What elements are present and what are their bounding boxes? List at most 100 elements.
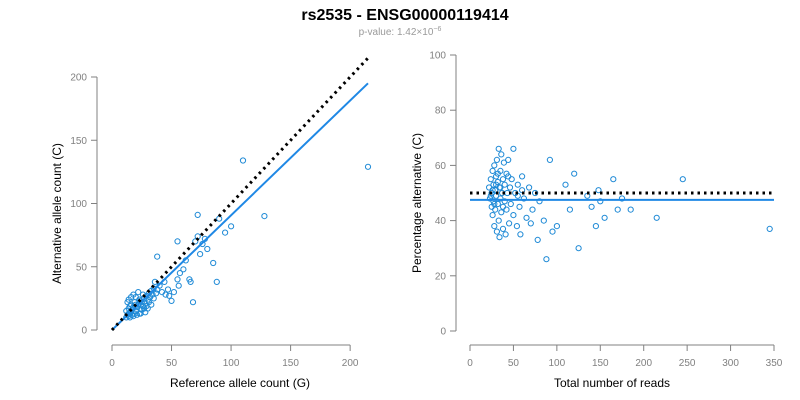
data-point <box>529 206 536 213</box>
data-point <box>170 289 177 296</box>
data-point <box>510 145 517 152</box>
data-point <box>490 198 497 205</box>
data-point <box>130 291 137 298</box>
x-tick-label: 300 <box>722 358 739 369</box>
data-point <box>505 156 512 163</box>
data-point <box>197 251 204 258</box>
data-point <box>175 282 182 289</box>
y-axis-label: Alternative allele count (C) <box>50 143 64 284</box>
data-point <box>513 223 521 230</box>
reference-line <box>110 56 370 332</box>
data-point <box>610 176 617 183</box>
data-point <box>174 276 181 283</box>
data-point <box>499 203 507 210</box>
data-point <box>164 286 172 293</box>
data-point <box>575 245 582 252</box>
data-point <box>150 295 157 302</box>
x-tick-label: 50 <box>508 358 520 369</box>
data-point <box>503 206 510 213</box>
data-point <box>553 223 561 230</box>
y-tick-label: 60 <box>435 161 447 172</box>
data-point <box>499 225 507 232</box>
data-point <box>549 228 556 235</box>
x-tick-label: 350 <box>766 358 783 369</box>
data-point <box>491 200 498 208</box>
data-point <box>489 212 496 219</box>
data-point <box>174 238 181 245</box>
data-point <box>493 228 500 235</box>
percentage-alternative-scatter-chart: 0 50 100 150 200 250 300 350 0 20 40 60 80 100 Total n… <box>410 51 783 391</box>
x-tick-label: 100 <box>223 358 240 369</box>
data-point <box>595 187 602 194</box>
data-point <box>523 214 530 221</box>
data-point <box>499 176 507 183</box>
data-point <box>653 214 660 221</box>
data-point <box>498 209 505 216</box>
data-point <box>180 266 187 273</box>
data-point <box>501 198 508 205</box>
data-point <box>592 223 600 230</box>
data-point <box>507 200 514 208</box>
data-point <box>566 206 574 213</box>
data-point <box>176 270 183 277</box>
data-point <box>502 231 509 238</box>
data-point <box>194 211 201 218</box>
data-point <box>508 176 515 183</box>
data-point <box>501 181 508 188</box>
y-tick-label: 150 <box>70 136 87 147</box>
data-point <box>536 198 543 205</box>
x-tick-label: 250 <box>679 358 696 369</box>
data-point <box>493 156 500 163</box>
data-point <box>261 213 268 220</box>
x-tick-label: 200 <box>342 358 359 369</box>
data-point <box>597 198 604 205</box>
data-point <box>516 203 523 210</box>
data-point <box>496 234 503 241</box>
data-point <box>204 245 211 253</box>
data-point <box>239 157 247 164</box>
x-axis-label: Reference allele count (G) <box>170 376 310 390</box>
p-value-exponent: −6 <box>433 26 441 33</box>
data-point <box>493 181 500 188</box>
data-point <box>510 212 517 219</box>
data-point <box>766 225 773 232</box>
data-point <box>679 176 686 183</box>
data-point <box>505 173 512 180</box>
data-point <box>491 223 498 230</box>
x-tick-label: 150 <box>282 358 299 369</box>
data-point <box>517 231 524 238</box>
data-point <box>546 156 554 163</box>
y-tick-label: 50 <box>76 262 88 273</box>
x-tick-label: 200 <box>635 358 652 369</box>
data-point <box>492 206 499 213</box>
data-point <box>364 163 372 170</box>
x-tick-label: 150 <box>592 358 609 369</box>
data-point <box>189 299 197 306</box>
y-tick-label: 20 <box>435 271 447 282</box>
data-point <box>520 195 528 202</box>
data-point <box>571 170 578 177</box>
data-point <box>489 167 496 174</box>
data-point <box>162 291 169 298</box>
data-point <box>495 145 502 152</box>
y-tick-label: 100 <box>70 199 87 210</box>
y-tick-label: 80 <box>435 106 447 117</box>
data-point <box>168 297 175 304</box>
data-point <box>497 184 504 191</box>
data-point <box>534 236 541 243</box>
data-point <box>126 314 133 321</box>
data-point <box>153 290 160 297</box>
data-point <box>543 256 550 263</box>
data-point <box>139 291 147 298</box>
y-axis-label: Percentage alternative (C) <box>410 133 424 273</box>
x-tick-label: 0 <box>109 358 115 369</box>
data-point <box>228 223 235 230</box>
data-point <box>222 229 229 236</box>
data-point <box>527 220 534 227</box>
data-point <box>498 151 505 158</box>
data-point <box>187 278 194 285</box>
data-point <box>540 217 547 224</box>
y-tick-label: 0 <box>440 327 446 338</box>
data-point <box>497 195 504 202</box>
data-point <box>495 217 502 224</box>
